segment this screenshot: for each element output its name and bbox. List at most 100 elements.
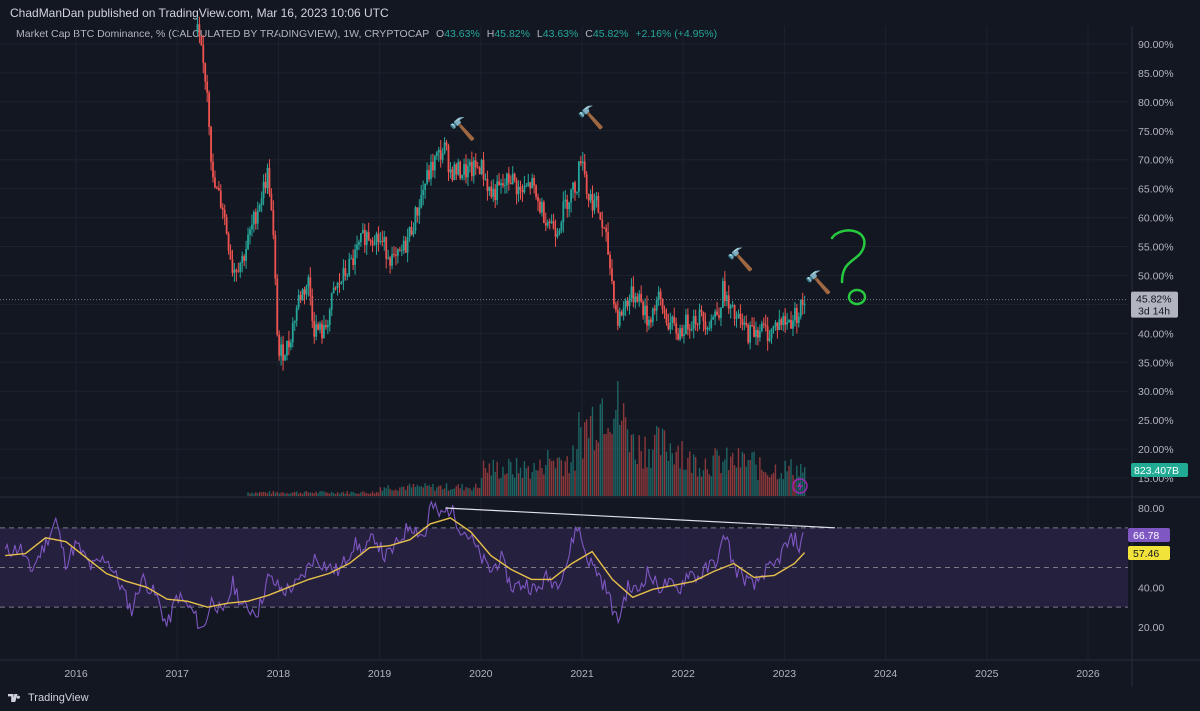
volume-bar (517, 472, 520, 496)
candle-body (729, 305, 732, 309)
volume-bar (619, 424, 621, 496)
volume-bar (364, 492, 366, 496)
volume-bar (494, 471, 496, 496)
volume-bar (691, 472, 693, 496)
candle-body (657, 291, 660, 300)
volume-bar (751, 452, 753, 496)
candle-body (348, 259, 351, 276)
volume-bar (556, 457, 559, 496)
volume-bar (582, 458, 584, 496)
volume-bar (679, 468, 681, 496)
candle-body (585, 174, 588, 195)
volume-bar (369, 493, 372, 496)
candle-body (519, 186, 522, 190)
volume-bar (321, 491, 323, 496)
candle-body (669, 322, 672, 330)
time-axis-tick: 2016 (64, 668, 88, 680)
candle-body (332, 287, 335, 294)
volume-bar (420, 485, 422, 496)
volume-bar (319, 491, 321, 496)
tradingview-logo[interactable]: TradingView (8, 692, 89, 704)
candle-body (667, 322, 670, 330)
chart-canvas[interactable]: 🔨 🔨 🔨 🔨 90.00% 85.00% 80.00% 75.00% 70.00% 65.00%… (0, 0, 1200, 687)
volume-bar (776, 479, 779, 496)
time-axis-tick: 2022 (672, 668, 696, 680)
volume-bar (617, 381, 619, 496)
candle-body (784, 316, 787, 325)
volume-bar (358, 493, 360, 496)
candle-body (710, 319, 713, 329)
candle-body (525, 185, 528, 187)
candle-body (541, 202, 543, 213)
candle-body (455, 164, 458, 175)
volume-bar (731, 452, 734, 496)
volume-bar (490, 475, 493, 496)
candle-body (476, 167, 479, 169)
volume-bar (765, 472, 767, 496)
volume-bar (636, 463, 638, 496)
volume-bar (622, 403, 625, 496)
candle-body (480, 160, 483, 175)
time-axis-tick: 2017 (166, 668, 190, 680)
candle-body (291, 322, 294, 343)
volume-bar (311, 492, 313, 496)
volume-bar (414, 487, 417, 496)
volume-bar (558, 457, 561, 496)
candle-body (432, 161, 434, 171)
candle-body (200, 35, 203, 45)
volume-bar (455, 486, 457, 496)
rsi-axis-tick: 20.00 (1138, 622, 1164, 634)
candle-body (387, 257, 390, 259)
candle-body (459, 161, 462, 179)
open-label: O (436, 28, 445, 40)
question-mark-dot (847, 288, 867, 306)
volume-bar (498, 478, 500, 496)
volume-bar (574, 470, 576, 496)
volume-bar (554, 468, 557, 496)
volume-bar (687, 457, 689, 496)
candle-body (778, 319, 781, 330)
volume-bar (722, 461, 724, 496)
candle-body (482, 160, 485, 180)
candle-body (774, 322, 777, 327)
candle-body (369, 240, 372, 242)
volume-bar (800, 463, 802, 496)
candle-body (507, 173, 510, 183)
candle-body (611, 268, 613, 282)
candle-body (533, 178, 536, 186)
volume-bar (572, 445, 574, 496)
candle-body (389, 257, 392, 266)
volume-bar (739, 467, 742, 496)
volume-bar (309, 492, 312, 496)
volume-bar (410, 487, 413, 496)
candle-body (731, 305, 734, 307)
candle-body (289, 342, 292, 348)
candle-body (305, 286, 308, 295)
volume-bar (512, 474, 514, 496)
volume-bar (533, 462, 535, 496)
volume-bar (270, 493, 273, 496)
candle-body (365, 232, 368, 245)
volume-bar (441, 489, 444, 496)
candle-body (317, 324, 320, 330)
candle-body (616, 309, 619, 326)
candle-body (315, 324, 318, 337)
volume-bar (445, 483, 448, 496)
volume-bar (735, 467, 738, 496)
volume-bar (708, 474, 710, 496)
volume-bar (274, 492, 276, 496)
candle-body (299, 295, 302, 301)
volume-bar (772, 472, 775, 496)
volume-bar (585, 419, 588, 496)
candle-body (692, 315, 695, 329)
volume-bar (607, 428, 609, 496)
candle-body (708, 328, 711, 330)
candle-body (646, 305, 648, 326)
volume-bar (638, 435, 640, 496)
volume-bar (327, 492, 329, 496)
candle-body (350, 258, 353, 260)
volume-bar (406, 485, 409, 496)
volume-bar (521, 478, 524, 496)
candle-body (254, 212, 257, 224)
candle-body (379, 240, 382, 243)
